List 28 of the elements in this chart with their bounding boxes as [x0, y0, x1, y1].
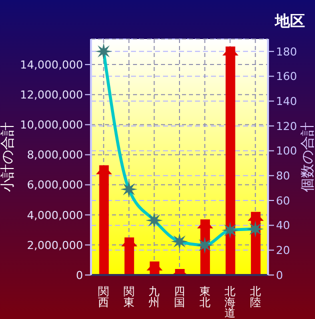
y-tick-label: 4,000,000	[27, 208, 83, 222]
y-tick-label: 14,000,000	[20, 58, 83, 72]
y2-axis-title: 個数の合計	[300, 122, 315, 192]
x-tick-label: 東北	[199, 285, 210, 309]
chart-title: 地区	[275, 12, 305, 31]
y-tick-label: 12,000,000	[20, 88, 83, 102]
x-tick-label: 北陸	[250, 285, 261, 309]
y-tick-label: 10,000,000	[20, 118, 83, 132]
x-tick-label: 関東	[123, 285, 134, 309]
y2-tick-label: 180	[276, 45, 297, 58]
y2-tick-label: 40	[276, 219, 290, 232]
y-axis-title: 小計の合計	[0, 122, 16, 192]
x-tick-label: 北海道	[224, 285, 236, 319]
y2-tick-label: 80	[276, 170, 290, 183]
y2-tick-label: 140	[276, 95, 297, 108]
x-tick-label: 四国	[174, 285, 185, 309]
y2-tick-label: 100	[276, 144, 297, 158]
y2-tick-label: 0	[276, 268, 283, 282]
x-tick-label: 関西	[98, 285, 110, 309]
y2-tick-label: 20	[276, 244, 290, 258]
y-tick-label: 0	[76, 268, 83, 282]
y-tick-label: 2,000,000	[27, 238, 83, 252]
x-tick-label: 九州	[148, 285, 160, 309]
y-tick-label: 6,000,000	[27, 178, 83, 192]
y-tick-label: 8,000,000	[27, 148, 83, 162]
y2-tick-label: 120	[276, 120, 297, 133]
y2-tick-label: 60	[276, 194, 290, 208]
y2-tick-label: 160	[276, 70, 297, 84]
